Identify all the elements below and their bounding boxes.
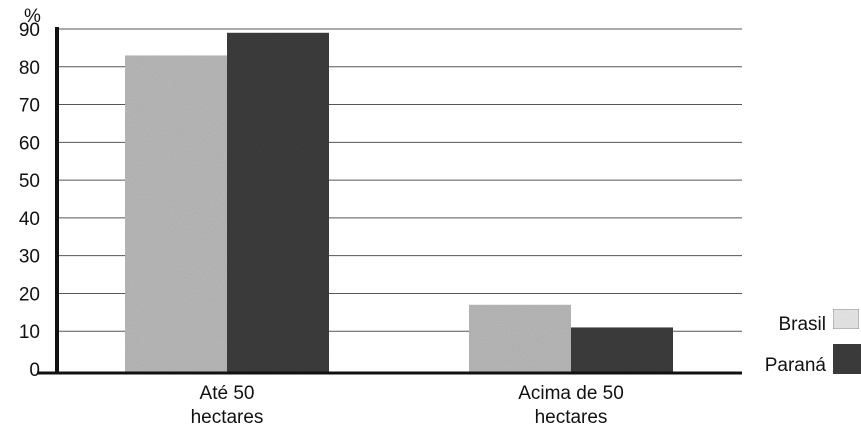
y-tick-label: 10 — [19, 322, 40, 343]
y-tick-label: 50 — [19, 171, 40, 192]
axes — [37, 27, 742, 375]
legend: Brasil Paraná — [765, 308, 861, 376]
bar-brasil-1 — [469, 304, 571, 372]
legend-label-brasil: Brasil — [778, 314, 826, 335]
legend-swatch-brasil — [832, 308, 860, 330]
legend-swatch-parana — [833, 344, 861, 374]
legend-label-parana: Paraná — [765, 355, 827, 376]
bars — [125, 32, 673, 373]
x-tick-label: Acima de 50 hectares — [518, 383, 624, 428]
x-tick-label: Até 50 hectares — [191, 383, 264, 428]
y-axis-label: % — [24, 6, 41, 27]
bar-brasil-0 — [125, 55, 227, 372]
bar-parana-1 — [571, 327, 673, 372]
y-tick-labels: 0 10 20 30 40 50 60 70 80 90 — [19, 20, 40, 381]
y-tick-label: 70 — [19, 96, 40, 117]
y-tick-label: 40 — [19, 209, 40, 230]
bar-parana-0 — [227, 32, 329, 373]
y-tick-label: 60 — [19, 133, 40, 154]
y-tick-label: 20 — [19, 284, 40, 305]
y-tick-label: 80 — [19, 58, 40, 79]
y-tick-label: 90 — [19, 20, 40, 41]
y-tick-label: 30 — [19, 247, 40, 268]
x-tick-labels: Até 50 hectares Acima de 50 hectares — [191, 383, 624, 428]
y-tick-label: 0 — [29, 360, 40, 381]
